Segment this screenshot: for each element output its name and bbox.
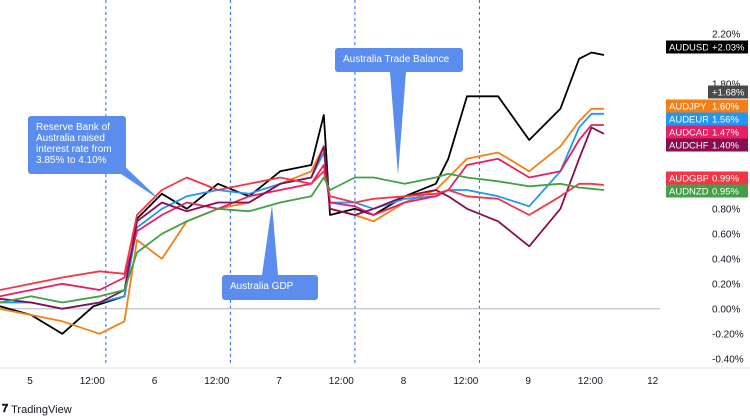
y-tick-label: 2.20% bbox=[712, 29, 740, 40]
series-line-audgbp bbox=[0, 170, 605, 291]
series-value-badge bbox=[708, 40, 748, 54]
series-value-text: 1.60% bbox=[712, 102, 739, 113]
series-value-text: 0.99% bbox=[712, 174, 739, 185]
y-tick-label: 0.00% bbox=[712, 304, 740, 315]
badge-audeur: AUDEUR 1.56% bbox=[666, 112, 748, 126]
series-name-badge bbox=[666, 138, 708, 152]
callout-box bbox=[335, 48, 463, 72]
series-value-badge bbox=[708, 112, 748, 126]
series-value-badge bbox=[708, 138, 748, 152]
callout-gdp: Australia GDP bbox=[222, 205, 318, 300]
y-tick-label: -0.20% bbox=[712, 329, 744, 340]
x-tick-label: 8 bbox=[401, 376, 407, 387]
series-name-text: AUDNZD bbox=[669, 187, 709, 198]
series-badges: AUDUSD +2.03%AUDJPY 1.60%AUDEUR 1.56%AUDCAD… bbox=[666, 40, 748, 198]
brand-name: TradingView bbox=[11, 403, 72, 416]
x-tick-label: 6 bbox=[152, 376, 158, 387]
series-name-badge bbox=[666, 125, 708, 139]
callout-pointer bbox=[262, 205, 278, 275]
x-axis: 5 12:00 6 12:00 7 12:00 8 12:00 9 12:00 12 bbox=[0, 367, 750, 387]
callout-text-line: 3.85% to 4.10% bbox=[36, 155, 107, 166]
series-value-badge bbox=[708, 99, 748, 113]
x-tick-label: 12:00 bbox=[80, 376, 105, 387]
x-tick-label: 12:00 bbox=[453, 376, 478, 387]
tradingview-logo-icon: 𝟕 bbox=[2, 403, 9, 415]
series-name-badge bbox=[666, 112, 708, 126]
badge-audgbp: AUDGBP 0.99% bbox=[666, 171, 748, 185]
callout-pointer bbox=[390, 72, 406, 175]
series-value-text: 1.56% bbox=[712, 115, 739, 126]
series-name-text: AUDUSD bbox=[669, 43, 709, 54]
callout-pointer bbox=[118, 160, 160, 200]
x-tick-label: 12:00 bbox=[329, 376, 354, 387]
series-name-text: AUDCHF bbox=[669, 141, 709, 152]
series-lines bbox=[0, 51, 605, 335]
series-name-text: AUDCAD bbox=[669, 128, 709, 139]
callout-box bbox=[28, 116, 126, 174]
callout-trade: Australia Trade Balance bbox=[335, 48, 463, 175]
y-tick-label: 0.20% bbox=[712, 279, 740, 290]
callout-text-line: interest rate from bbox=[36, 144, 112, 155]
x-tick-label: 12:00 bbox=[578, 376, 603, 387]
series-value-badge bbox=[708, 171, 748, 185]
series-name-badge bbox=[666, 184, 708, 198]
badge-audjpy: AUDJPY 1.60% bbox=[666, 99, 748, 113]
x-tick-label: 12:00 bbox=[204, 376, 229, 387]
badge-audusd: AUDUSD +2.03% bbox=[666, 40, 748, 54]
callout-text-line: Australia GDP bbox=[230, 281, 294, 292]
y-tick-label: 0.40% bbox=[712, 254, 740, 265]
callout-box bbox=[222, 275, 318, 300]
series-value-text: 0.95% bbox=[712, 187, 739, 198]
series-name-badge bbox=[666, 40, 708, 54]
series-name-badge bbox=[666, 99, 708, 113]
series-name-text: AUDJPY bbox=[669, 102, 707, 113]
series-name-text: AUDEUR bbox=[669, 115, 709, 126]
footer: 𝟕 TradingView bbox=[2, 403, 72, 416]
series-name-text: AUDGBP bbox=[669, 174, 709, 185]
series-value-badge bbox=[708, 125, 748, 139]
badge-audnzd: AUDNZD 0.95% bbox=[666, 184, 748, 198]
y-tick-label: -0.40% bbox=[712, 354, 744, 365]
badge-audcad: AUDCAD 1.47% bbox=[666, 125, 748, 139]
series-value-text: +2.03% bbox=[712, 43, 745, 54]
x-tick-label: 9 bbox=[525, 376, 531, 387]
series-name-badge bbox=[666, 171, 708, 185]
x-tick-label: 7 bbox=[276, 376, 282, 387]
series-value-badge bbox=[708, 85, 748, 99]
callout-text-line: Australia raised bbox=[36, 133, 105, 144]
y-tick-label: 0.80% bbox=[712, 204, 740, 215]
series-line-audnzd bbox=[0, 172, 605, 304]
series-value-text: +1.68% bbox=[712, 88, 745, 99]
x-tick-label: 5 bbox=[27, 376, 33, 387]
series-value-badge bbox=[708, 184, 748, 198]
callout-text-line: Reserve Bank of bbox=[36, 122, 110, 133]
x-tick-label: 12 bbox=[647, 376, 659, 387]
y-tick-label: 1.80% bbox=[712, 79, 740, 90]
badge-extra: +1.68% bbox=[708, 85, 748, 99]
series-value-text: 1.40% bbox=[712, 141, 739, 152]
callout-text-line: Australia Trade Balance bbox=[343, 54, 450, 65]
series-line-audchf bbox=[0, 126, 605, 310]
series-value-text: 1.47% bbox=[712, 128, 739, 139]
y-tick-label: 0.60% bbox=[712, 229, 740, 240]
badge-audchf: AUDCHF 1.40% bbox=[666, 138, 748, 152]
